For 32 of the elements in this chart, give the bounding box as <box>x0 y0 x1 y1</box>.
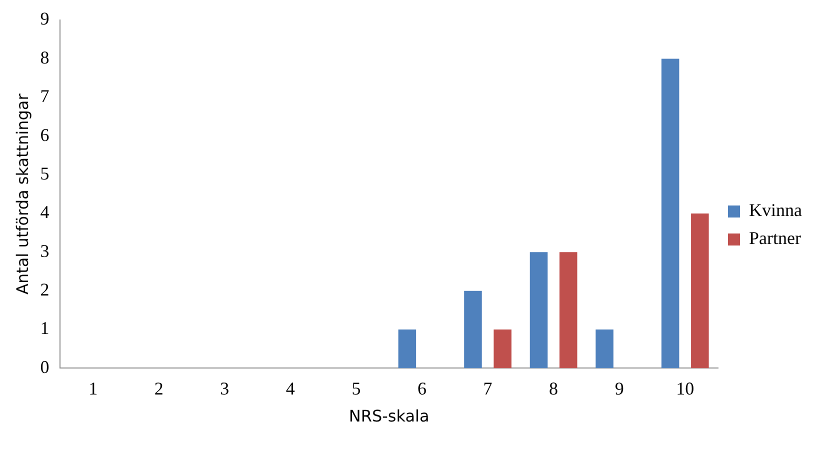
x-tick-label: 8 <box>549 378 558 399</box>
y-tick-label: 7 <box>40 86 50 106</box>
x-tick-label: 7 <box>483 378 492 399</box>
bar <box>398 330 416 368</box>
x-tick-label: 6 <box>417 378 426 399</box>
bar <box>661 58 680 368</box>
y-axis-title: Antal utförda skattningar <box>12 93 32 295</box>
x-tick-label: 2 <box>154 378 164 399</box>
bar <box>559 252 578 368</box>
bar <box>464 290 482 368</box>
y-tick-label: 4 <box>40 202 50 222</box>
x-tick-label: 3 <box>220 378 230 399</box>
x-tick-label: 4 <box>286 378 295 399</box>
bar <box>494 330 512 368</box>
bar <box>596 330 614 368</box>
legend-label: Kvinna <box>749 200 802 220</box>
legend-label: Partner <box>749 228 801 248</box>
x-tick-label: 10 <box>676 378 694 399</box>
y-tick-label: 3 <box>40 240 50 261</box>
y-tick-label: 9 <box>40 8 50 29</box>
x-tick-label: 1 <box>88 378 98 399</box>
x-tick-label: 9 <box>614 378 624 399</box>
y-tick-label: 8 <box>40 47 50 68</box>
x-axis-title: NRS-skala <box>348 406 430 426</box>
y-tick-label: 1 <box>40 318 50 338</box>
x-tick-label: 5 <box>352 378 361 399</box>
bar <box>530 252 548 368</box>
y-tick-label: 5 <box>40 163 50 184</box>
bar <box>691 213 709 368</box>
y-tick-label: 6 <box>40 124 50 145</box>
y-tick-label: 2 <box>40 280 50 300</box>
y-tick-label: 0 <box>40 356 50 377</box>
